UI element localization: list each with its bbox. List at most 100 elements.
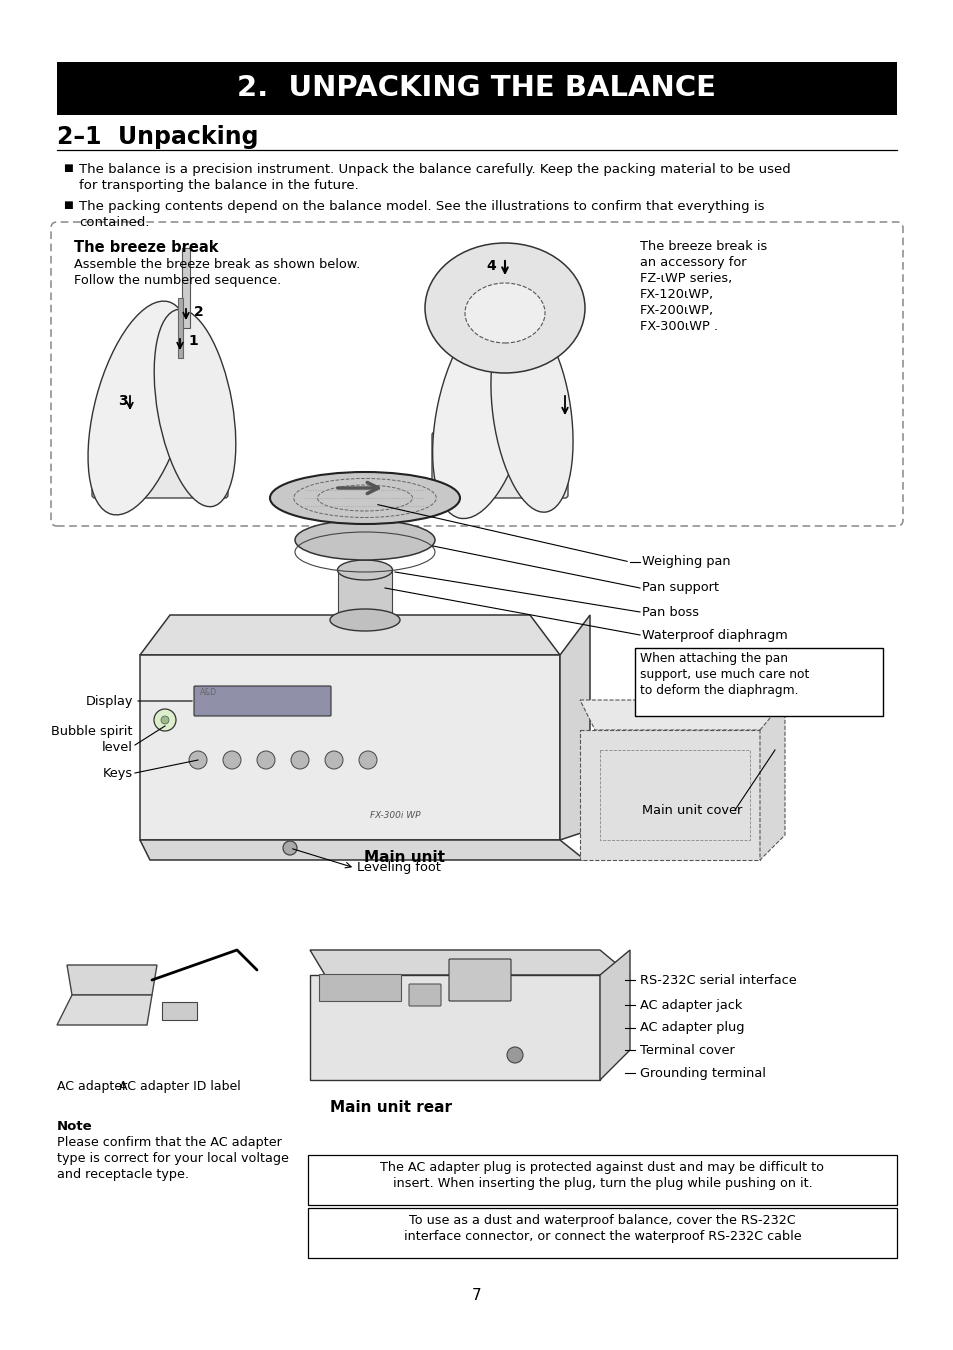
Ellipse shape	[491, 313, 573, 512]
Text: AC adapter jack: AC adapter jack	[639, 999, 741, 1011]
Bar	[57, 62, 896, 115]
FancyBboxPatch shape	[409, 984, 440, 1006]
Circle shape	[153, 709, 175, 730]
Text: When attaching the pan: When attaching the pan	[639, 652, 787, 666]
Text: The breeze break: The breeze break	[74, 240, 218, 255]
Polygon shape	[140, 655, 559, 840]
FancyBboxPatch shape	[193, 686, 331, 716]
Ellipse shape	[88, 301, 192, 514]
Text: FX-120ιWP,: FX-120ιWP,	[639, 288, 714, 301]
Text: FX-300ιWP .: FX-300ιWP .	[639, 320, 718, 333]
Text: support, use much care not: support, use much care not	[639, 668, 808, 680]
Text: Keys: Keys	[103, 767, 132, 779]
Ellipse shape	[432, 308, 531, 518]
Text: The packing contents depend on the balance model. See the illustrations to confi: The packing contents depend on the balan…	[79, 200, 763, 213]
Text: 2.  UNPACKING THE BALANCE: 2. UNPACKING THE BALANCE	[237, 74, 716, 103]
Text: an accessory for: an accessory for	[639, 256, 745, 269]
Bar	[162, 1002, 196, 1021]
Text: 2: 2	[193, 305, 204, 319]
Text: AC adapter: AC adapter	[57, 1080, 127, 1094]
Text: Leveling foot: Leveling foot	[356, 861, 440, 875]
Bar	[178, 298, 183, 358]
Text: Grounding terminal: Grounding terminal	[639, 1066, 765, 1080]
Ellipse shape	[424, 243, 584, 373]
Ellipse shape	[337, 560, 392, 580]
Ellipse shape	[154, 309, 235, 506]
Text: Assemble the breeze break as shown below.: Assemble the breeze break as shown below…	[74, 258, 360, 271]
Text: level: level	[102, 741, 132, 755]
Text: to deform the diaphragm.: to deform the diaphragm.	[639, 684, 798, 697]
FancyBboxPatch shape	[432, 432, 567, 498]
Text: AC adapter plug: AC adapter plug	[639, 1022, 743, 1034]
Polygon shape	[140, 616, 559, 655]
Text: insert. When inserting the plug, turn the plug while pushing on it.: insert. When inserting the plug, turn th…	[393, 1177, 812, 1189]
Text: The breeze break is: The breeze break is	[639, 240, 766, 252]
Text: interface connector, or connect the waterproof RS-232C cable: interface connector, or connect the wate…	[403, 1230, 801, 1243]
Text: for transporting the balance in the future.: for transporting the balance in the futu…	[79, 180, 358, 192]
Text: Terminal cover: Terminal cover	[639, 1044, 734, 1057]
Text: Note: Note	[57, 1120, 92, 1133]
Bar	[182, 248, 190, 328]
Bar	[635, 648, 882, 716]
Bar	[308, 1156, 896, 1206]
Circle shape	[506, 1048, 522, 1062]
Ellipse shape	[330, 609, 399, 630]
Polygon shape	[579, 701, 784, 730]
Text: FX-200ιWP,: FX-200ιWP,	[639, 304, 714, 317]
Ellipse shape	[464, 284, 544, 343]
Polygon shape	[559, 616, 589, 840]
Text: To use as a dust and waterproof balance, cover the RS-232C: To use as a dust and waterproof balance,…	[409, 1214, 795, 1227]
Text: contained.: contained.	[79, 216, 150, 230]
Polygon shape	[599, 950, 629, 1080]
Text: FZ-ιWP series,: FZ-ιWP series,	[639, 271, 732, 285]
Text: Waterproof diaphragm: Waterproof diaphragm	[641, 629, 787, 641]
FancyBboxPatch shape	[449, 958, 511, 1000]
Polygon shape	[579, 730, 760, 860]
Text: Display: Display	[86, 694, 132, 707]
Text: 3: 3	[118, 394, 128, 408]
Text: Main unit rear: Main unit rear	[330, 1100, 452, 1115]
Polygon shape	[760, 701, 784, 860]
Text: Follow the numbered sequence.: Follow the numbered sequence.	[74, 274, 281, 288]
Text: RS-232C serial interface: RS-232C serial interface	[639, 973, 796, 987]
Ellipse shape	[270, 472, 459, 524]
Text: type is correct for your local voltage: type is correct for your local voltage	[57, 1152, 289, 1165]
Text: The AC adapter plug is protected against dust and may be difficult to: The AC adapter plug is protected against…	[380, 1161, 823, 1174]
Text: 7: 7	[472, 1288, 481, 1303]
FancyBboxPatch shape	[51, 221, 902, 526]
Text: Pan support: Pan support	[641, 582, 719, 594]
Polygon shape	[67, 965, 157, 995]
Text: Pan boss: Pan boss	[641, 606, 699, 618]
Text: Main unit: Main unit	[364, 850, 445, 865]
Circle shape	[256, 751, 274, 769]
Text: Bubble spirit: Bubble spirit	[51, 725, 132, 738]
Polygon shape	[310, 975, 599, 1080]
Polygon shape	[310, 950, 629, 975]
Text: Main unit cover: Main unit cover	[641, 803, 741, 817]
Ellipse shape	[294, 520, 435, 560]
Polygon shape	[57, 995, 152, 1025]
Text: 2–1  Unpacking: 2–1 Unpacking	[57, 126, 258, 148]
FancyBboxPatch shape	[318, 973, 400, 1000]
Text: 4: 4	[485, 259, 496, 273]
Circle shape	[283, 841, 296, 855]
Text: AC adapter ID label: AC adapter ID label	[119, 1080, 240, 1094]
Text: FX-300i WP: FX-300i WP	[370, 810, 420, 819]
Circle shape	[223, 751, 241, 769]
Text: A&D: A&D	[200, 688, 217, 697]
Text: ■: ■	[63, 163, 72, 173]
Circle shape	[325, 751, 343, 769]
FancyBboxPatch shape	[91, 432, 228, 498]
Polygon shape	[140, 840, 584, 860]
Text: ■: ■	[63, 200, 72, 211]
Text: Weighing pan: Weighing pan	[641, 555, 730, 568]
Circle shape	[291, 751, 309, 769]
Text: and receptacle type.: and receptacle type.	[57, 1168, 189, 1181]
Circle shape	[358, 751, 376, 769]
Text: Please confirm that the AC adapter: Please confirm that the AC adapter	[57, 1135, 281, 1149]
Bar	[337, 570, 392, 620]
Circle shape	[189, 751, 207, 769]
Bar	[308, 1208, 896, 1258]
Text: The balance is a precision instrument. Unpack the balance carefully. Keep the pa: The balance is a precision instrument. U…	[79, 163, 790, 176]
Text: 1: 1	[188, 333, 197, 348]
